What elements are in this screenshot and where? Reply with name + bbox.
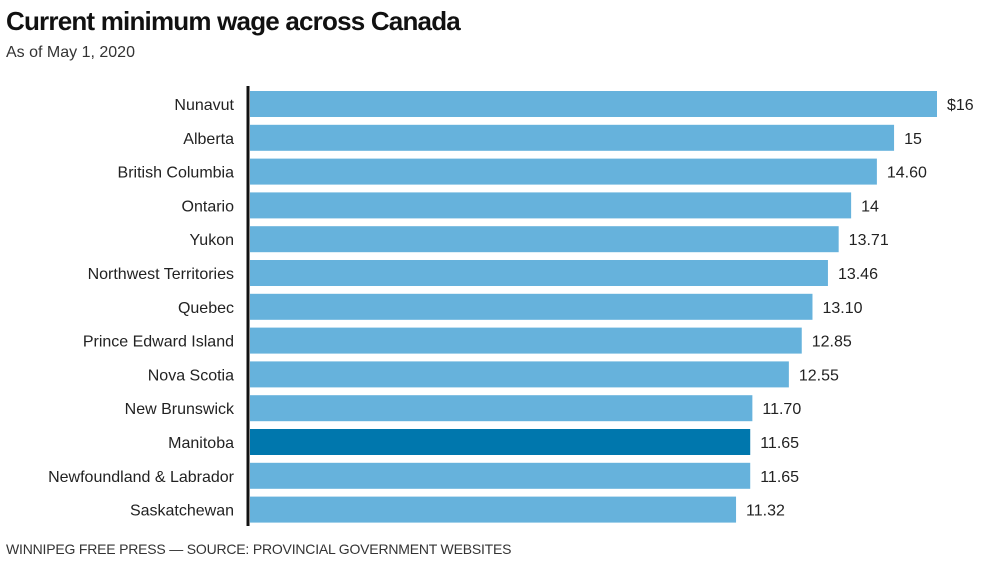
bar-newfoundland-labrador: [250, 462, 751, 489]
category-label: Prince Edward Island: [83, 334, 234, 351]
category-label: Alberta: [183, 131, 234, 148]
bar-saskatchewan: [250, 496, 737, 523]
value-label: 14: [861, 198, 879, 215]
bar-alberta: [250, 124, 895, 151]
value-label: 13.10: [822, 300, 862, 317]
category-label: British Columbia: [118, 165, 235, 182]
value-label: $16: [947, 97, 974, 114]
source-credit: WINNIPEG FREE PRESS — SOURCE: PROVINCIAL…: [6, 541, 512, 557]
category-label: New Brunswick: [125, 401, 235, 418]
value-label: 13.71: [849, 232, 889, 249]
value-label: 12.55: [799, 367, 839, 384]
value-label: 11.70: [762, 401, 801, 418]
bar-new-brunswick: [250, 395, 753, 422]
chart-subtitle: As of May 1, 2020: [6, 44, 135, 61]
bar-northwest-territories: [250, 260, 828, 286]
chart-title: Current minimum wage across Canada: [6, 6, 461, 36]
category-label: Saskatchewan: [130, 503, 234, 520]
value-label: 12.85: [812, 334, 852, 351]
category-label: Northwest Territories: [88, 266, 234, 283]
category-label: Quebec: [178, 300, 234, 317]
category-label: Nunavut: [174, 97, 234, 114]
value-label: 14.60: [887, 165, 927, 182]
bar-ontario: [250, 192, 852, 219]
value-label: 13.46: [838, 266, 878, 283]
bar-nunavut: [250, 91, 937, 117]
value-label: 11.65: [760, 435, 799, 452]
value-label: 11.32: [746, 503, 785, 520]
category-label: Manitoba: [168, 435, 234, 452]
bar-prince-edward-island: [250, 327, 802, 354]
category-label: Yukon: [190, 232, 234, 249]
bar-quebec: [250, 293, 813, 320]
category-label: Nova Scotia: [148, 367, 234, 384]
category-label: Newfoundland & Labrador: [48, 469, 235, 486]
bar-yukon: [250, 226, 839, 253]
value-label: 11.65: [760, 469, 799, 486]
bar-british-columbia: [250, 158, 877, 185]
value-label: 15: [904, 131, 922, 148]
bar-manitoba: [250, 429, 751, 455]
category-label: Ontario: [182, 198, 235, 215]
bar-nova-scotia: [250, 361, 789, 388]
